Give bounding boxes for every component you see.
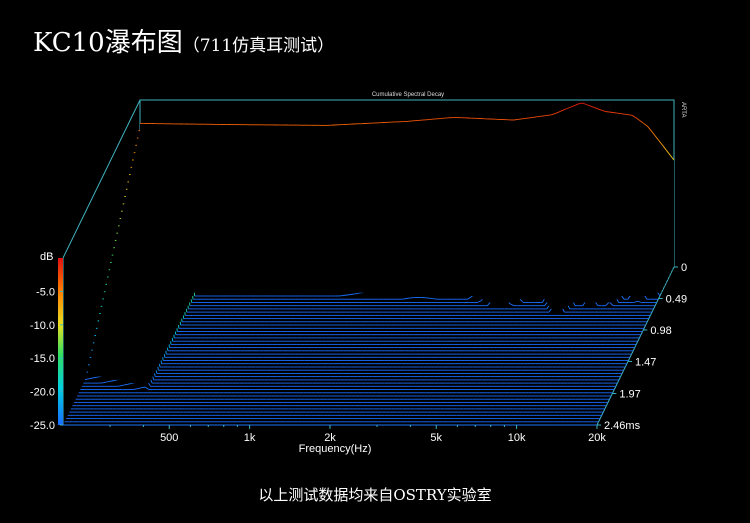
decay-slice (86, 358, 621, 378)
slice-segment (84, 378, 89, 381)
slice-segment (144, 386, 150, 390)
decay-slice (81, 379, 616, 387)
slice-segment (102, 381, 107, 384)
slice-segment (127, 382, 132, 385)
color-scale-bar (58, 258, 63, 425)
decay-slice-mask (91, 338, 626, 367)
decay-slices (63, 102, 675, 426)
decay-slice-mask (83, 373, 618, 384)
chart-watermark: ARTA (680, 102, 686, 117)
decay-slice (94, 324, 629, 361)
slice-segment (119, 384, 124, 387)
slice-segment (123, 383, 128, 386)
decay-slice-mask (86, 359, 621, 377)
decay-slice (103, 282, 638, 342)
decay-slice (80, 386, 615, 390)
decay-slice-mask (81, 380, 616, 387)
slice-segment (88, 377, 93, 380)
decay-slice-mask (88, 352, 623, 374)
slice-segment (137, 387, 142, 390)
page-title: KC10瀑布图（711仿真耳测试） (33, 28, 334, 61)
decay-slice-mask (89, 345, 624, 371)
slice-segment (92, 376, 97, 379)
waterfall-chart: Cumulative Spectral Decay ARTA 500 1k 2k 5k… (30, 92, 687, 455)
decay-slice (83, 372, 618, 384)
title-subtitle: （711仿真耳测试） (182, 36, 335, 56)
decay-slice (84, 365, 619, 381)
chart-title: Cumulative Spectral Decay (372, 92, 444, 98)
decay-slice (91, 338, 626, 368)
slice-segment (133, 388, 138, 390)
slice-segment (106, 380, 111, 383)
title-main: KC10瀑布图 (33, 28, 183, 58)
decay-slice (89, 345, 624, 371)
slice-segment (96, 376, 101, 378)
decay-slice-mask (85, 366, 619, 380)
slice-segment (141, 386, 146, 389)
slice-segment (110, 380, 114, 382)
